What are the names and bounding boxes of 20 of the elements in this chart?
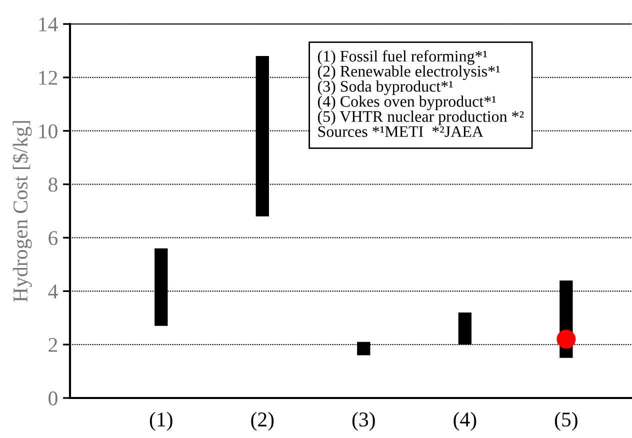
annotation: (4) Cokes oven byproduct*¹ bbox=[318, 96, 496, 110]
annotation: (3) Soda byproduct*¹ bbox=[318, 80, 453, 96]
x-tick-label: (5) bbox=[554, 412, 578, 431]
annotation: (2) Renewable electrolysis*¹ bbox=[318, 65, 500, 80]
annotation: (5) VHTR nuclear production *² bbox=[318, 110, 524, 126]
x-tick-label: (3) bbox=[352, 412, 375, 431]
y-tick-label: 10 bbox=[39, 124, 58, 138]
y-tick-label: 6 bbox=[48, 231, 58, 246]
x-tick-label: (1) bbox=[150, 412, 172, 431]
annotation: Sources *¹METI *²JAEA bbox=[318, 126, 484, 137]
y-tick-label: 8 bbox=[48, 178, 58, 192]
annotation: (1) Fossil fuel reforming*¹ bbox=[318, 50, 487, 65]
x-tick-label: (2) bbox=[251, 412, 274, 431]
y-tick-label: 0 bbox=[48, 391, 58, 406]
x-tick-label: (4) bbox=[454, 412, 476, 431]
y-tick-label: 12 bbox=[39, 70, 58, 85]
y-tick-label: 14 bbox=[39, 17, 58, 32]
y-tick-label: 2 bbox=[48, 338, 58, 352]
y-tick-label: 4 bbox=[48, 284, 58, 298]
y-axis-title: Hydrogen Cost [$/kg] bbox=[12, 121, 32, 302]
